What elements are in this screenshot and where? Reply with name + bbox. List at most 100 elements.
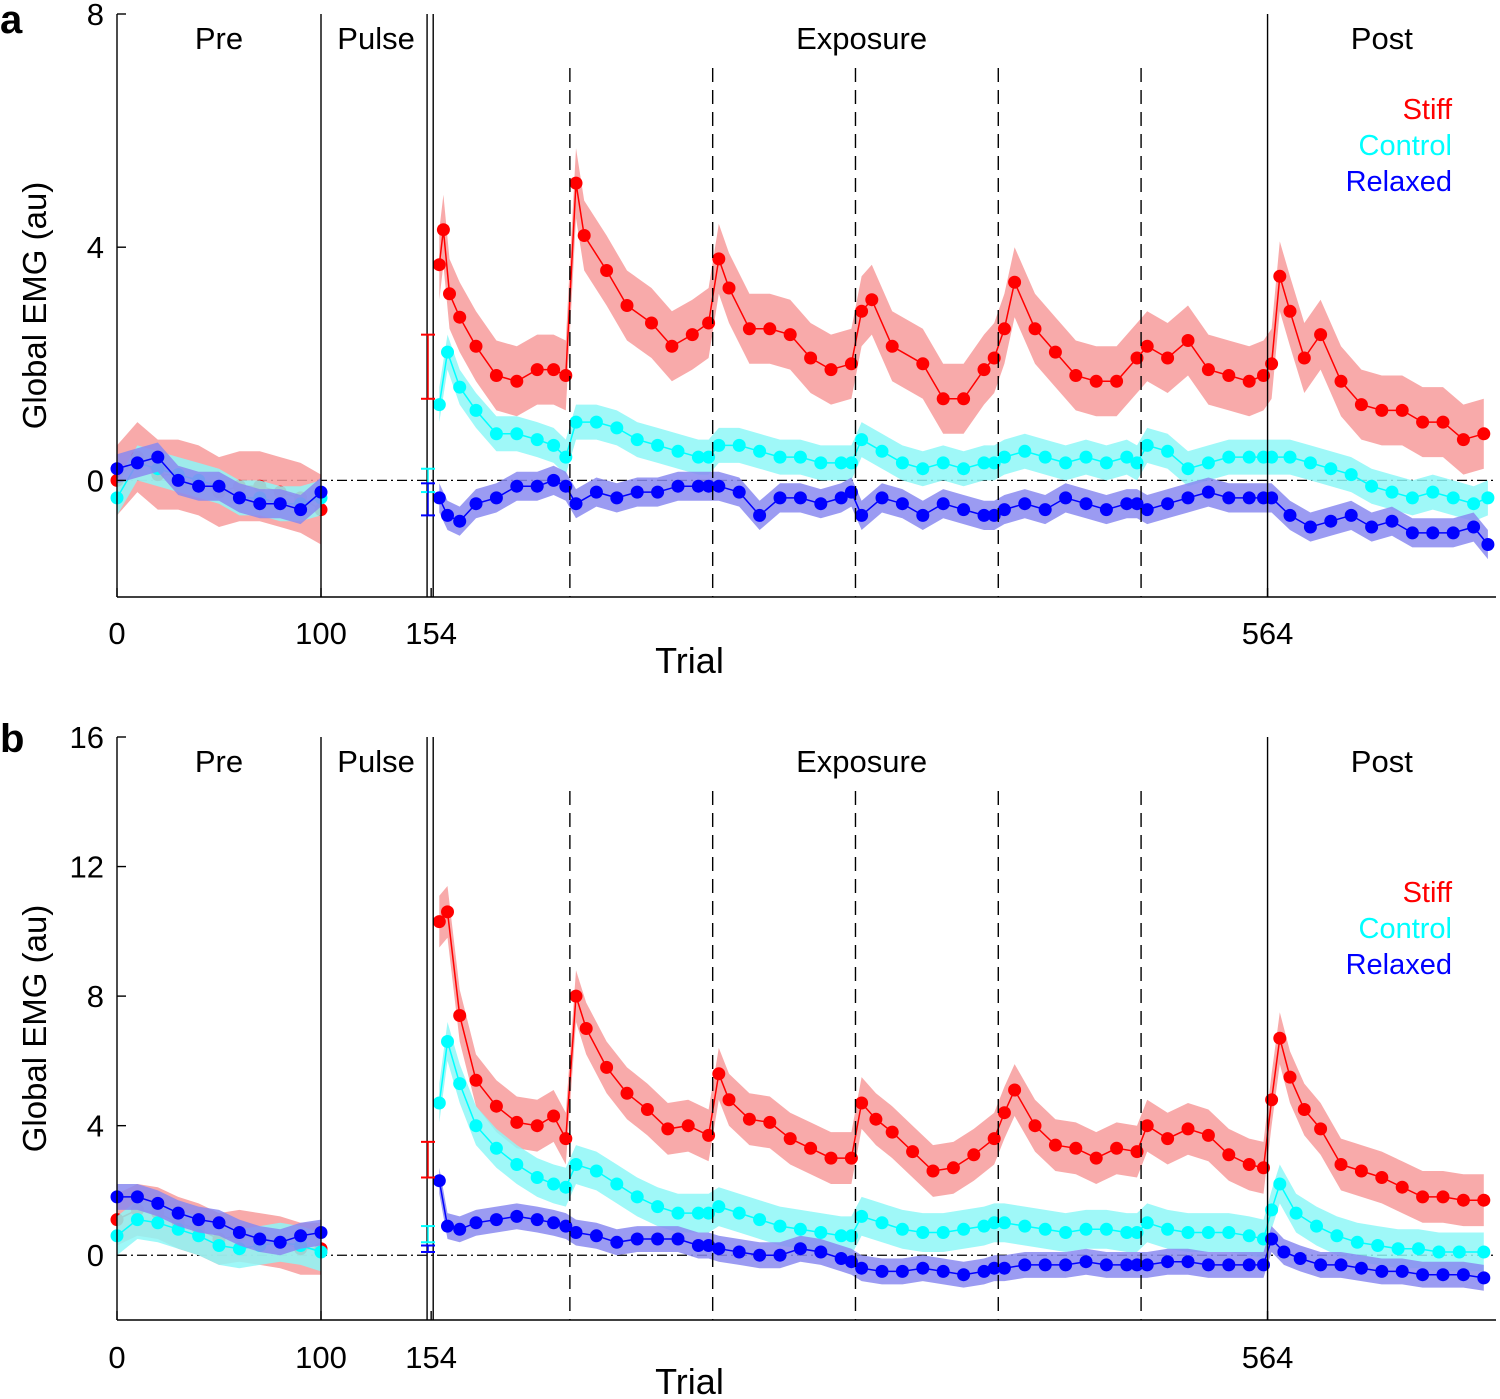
data-point (212, 479, 226, 493)
data-point (510, 374, 524, 388)
data-point (1181, 462, 1195, 476)
data-point (510, 1158, 524, 1171)
data-point (1277, 1245, 1291, 1259)
data-point (722, 1093, 736, 1107)
data-point (1089, 374, 1103, 388)
data-point (732, 438, 746, 452)
data-point (1201, 1128, 1215, 1142)
data-point (671, 1206, 685, 1220)
data-point (1334, 1258, 1348, 1272)
data-point (987, 351, 1001, 365)
data-point (1038, 503, 1052, 517)
data-point (1456, 1268, 1470, 1282)
data-point (712, 1067, 726, 1081)
data-point (1477, 1271, 1491, 1285)
data-point (916, 357, 930, 371)
data-point (510, 427, 524, 441)
data-point (1222, 1258, 1236, 1272)
data-point (559, 1180, 573, 1194)
data-point (589, 1229, 603, 1243)
data-point (671, 1232, 685, 1246)
data-point (1099, 1222, 1113, 1236)
data-point (1265, 491, 1279, 505)
data-point (671, 444, 685, 458)
data-point (1273, 1031, 1287, 1045)
data-point (547, 1109, 561, 1123)
data-point (1140, 503, 1154, 517)
data-point (547, 473, 561, 487)
data-point (855, 508, 869, 522)
data-point (1303, 456, 1317, 470)
x-tick-label: 100 (295, 1340, 347, 1375)
phase-label: Exposure (796, 21, 927, 56)
data-point (559, 479, 573, 493)
legend-entry-relaxed: Relaxed (1346, 949, 1452, 981)
y-tick-label: 0 (87, 463, 104, 498)
data-point (589, 415, 603, 429)
data-point (773, 450, 787, 464)
data-point (441, 508, 454, 522)
data-point (489, 1099, 503, 1113)
data-point (1161, 1222, 1175, 1236)
data-point (453, 514, 467, 528)
panel-a: a 0 4 8 0 100 154 564 Trial Global EMG (au) Pre Pul… (0, 0, 1496, 681)
data-point (489, 427, 503, 441)
data-point (1069, 369, 1083, 382)
data-point (1289, 1206, 1303, 1220)
data-point (869, 1112, 883, 1126)
data-point (1273, 1177, 1287, 1191)
data-point (1456, 433, 1470, 447)
phase-label: Pre (195, 744, 243, 779)
data-point (432, 1174, 446, 1188)
data-point (814, 1245, 828, 1259)
data-point (1416, 1190, 1430, 1204)
data-point (926, 1164, 940, 1178)
data-point (453, 1222, 467, 1236)
data-point (489, 369, 503, 382)
data-point (1371, 1239, 1385, 1252)
data-point (1161, 1132, 1175, 1146)
data-point (1436, 415, 1450, 429)
data-point (916, 1226, 930, 1239)
data-point (804, 351, 818, 365)
data-point (441, 1219, 454, 1233)
y-tick-label: 0 (87, 1238, 104, 1273)
data-point (987, 508, 1001, 522)
data-point (824, 363, 838, 377)
data-point (681, 1119, 695, 1133)
data-point (1365, 479, 1379, 493)
data-point (1477, 1245, 1491, 1259)
data-point (151, 1196, 165, 1210)
data-point (1467, 497, 1481, 511)
data-point (875, 491, 889, 505)
pulse-marker-relaxed (421, 1244, 435, 1253)
data-point (1181, 1255, 1195, 1269)
data-point (997, 1261, 1011, 1275)
y-axis-label: Global EMG (au) (16, 182, 53, 430)
data-point (1069, 1141, 1083, 1155)
y-tick-label: 16 (70, 720, 104, 755)
data-point (885, 1125, 899, 1139)
data-point (1140, 1216, 1154, 1230)
data-point (1028, 1119, 1042, 1133)
data-point (855, 433, 869, 447)
data-point (997, 503, 1011, 517)
data-point (814, 456, 828, 470)
data-point (510, 1115, 524, 1129)
data-point (1242, 1229, 1256, 1243)
data-point (936, 1264, 950, 1278)
data-point (1375, 1264, 1389, 1278)
legend-entry-control: Control (1359, 913, 1453, 945)
data-point (732, 1206, 746, 1220)
data-point (1293, 1252, 1307, 1265)
y-tick-label: 4 (87, 1109, 104, 1144)
pulse-marker-stiff (421, 333, 435, 400)
data-point (1140, 438, 1154, 452)
data-point (547, 1177, 561, 1191)
data-point (855, 304, 869, 318)
data-point (783, 1132, 797, 1146)
data-point (489, 491, 503, 505)
data-point (630, 433, 644, 447)
data-point (824, 1151, 838, 1165)
data-point (661, 1122, 675, 1136)
